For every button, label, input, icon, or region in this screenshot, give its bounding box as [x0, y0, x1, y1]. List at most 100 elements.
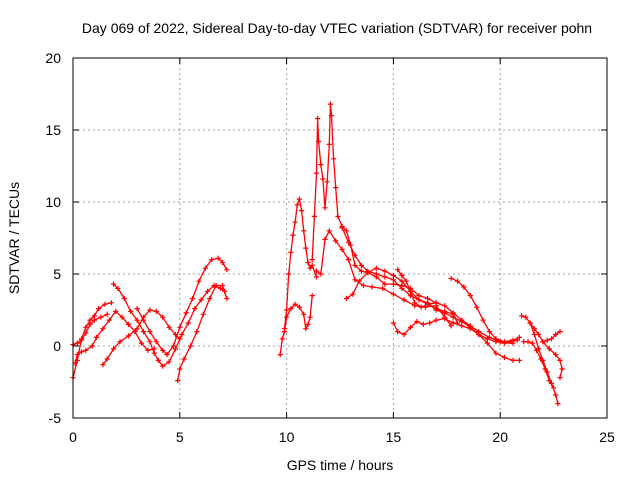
- series-s4: [100, 307, 183, 368]
- data-point: [459, 323, 465, 329]
- data-point: [113, 308, 119, 314]
- data-point: [540, 339, 546, 345]
- data-point: [395, 267, 401, 273]
- data-point: [343, 295, 349, 302]
- series-line: [136, 257, 228, 356]
- series-s6: [134, 255, 230, 358]
- y-tick-labels: -5 0 5 10 15 20: [45, 50, 61, 426]
- data-point: [311, 213, 317, 219]
- data-point: [459, 317, 465, 323]
- data-point: [369, 284, 375, 290]
- data-point: [531, 326, 537, 332]
- data-point: [390, 272, 396, 278]
- data-point: [296, 304, 302, 310]
- data-point: [318, 162, 324, 168]
- data-point: [153, 308, 159, 314]
- data-point: [292, 219, 298, 225]
- data-point: [510, 337, 516, 343]
- data-point: [433, 317, 439, 323]
- data-point: [433, 306, 439, 312]
- data-point: [527, 320, 533, 326]
- data-point: [474, 304, 480, 310]
- data-point: [476, 329, 482, 335]
- data-point: [179, 331, 185, 338]
- data-point: [294, 202, 300, 208]
- data-point: [442, 316, 448, 322]
- data-point: [134, 326, 140, 332]
- data-point: [544, 337, 550, 343]
- data-point: [305, 259, 311, 266]
- data-point: [399, 285, 405, 291]
- data-point: [401, 331, 407, 338]
- data-point: [147, 329, 153, 335]
- data-point: [309, 293, 315, 299]
- data-point: [395, 329, 401, 335]
- data-series: [70, 101, 565, 407]
- data-point: [202, 265, 208, 271]
- data-point: [279, 336, 285, 342]
- data-point: [553, 331, 559, 338]
- data-point: [316, 138, 322, 145]
- data-point: [200, 311, 206, 317]
- data-point: [484, 340, 490, 346]
- data-point: [96, 306, 102, 312]
- plot-frame: [72, 57, 608, 419]
- series-s15: [395, 267, 520, 345]
- series-s14: [390, 316, 522, 363]
- data-point: [98, 314, 104, 320]
- data-point: [399, 272, 405, 278]
- x-tick-labels: 0 5 10 15 20 25: [69, 429, 615, 445]
- data-point: [147, 339, 153, 345]
- data-point: [382, 281, 388, 287]
- series-s2: [70, 311, 110, 348]
- data-point: [345, 239, 352, 245]
- data-point: [224, 267, 230, 273]
- data-point: [333, 238, 339, 244]
- series-s5: [111, 281, 228, 369]
- series-s20: [540, 329, 563, 345]
- data-point: [313, 170, 320, 176]
- data-point: [74, 352, 80, 358]
- data-point: [91, 317, 97, 323]
- data-point: [219, 282, 226, 289]
- data-point: [89, 343, 95, 349]
- data-point: [305, 321, 311, 327]
- data-point: [335, 213, 341, 219]
- data-point: [83, 330, 89, 336]
- data-point: [407, 288, 414, 294]
- data-point: [557, 357, 563, 363]
- y-tick-label: -5: [49, 410, 62, 426]
- data-point: [281, 326, 288, 332]
- data-point: [74, 340, 80, 346]
- series-s11: [313, 228, 454, 329]
- y-axis-label: SDTVAR / TECUs: [6, 182, 22, 294]
- data-point: [390, 277, 396, 283]
- data-point: [516, 334, 522, 340]
- data-point: [301, 228, 307, 234]
- data-point: [390, 320, 396, 326]
- data-point: [102, 301, 108, 307]
- x-tick-label: 10: [279, 429, 295, 445]
- data-point: [100, 362, 106, 368]
- data-point: [352, 252, 358, 258]
- data-point: [501, 354, 508, 361]
- data-point: [207, 295, 213, 302]
- data-point: [401, 297, 407, 303]
- series-s18: [521, 339, 557, 391]
- data-point: [106, 317, 112, 323]
- data-point: [290, 232, 296, 238]
- data-point: [546, 346, 552, 352]
- axis-ticks: [72, 57, 608, 419]
- data-point: [288, 249, 294, 255]
- data-point: [328, 113, 335, 119]
- data-point: [553, 352, 559, 358]
- data-point: [493, 336, 499, 342]
- data-point: [160, 347, 166, 353]
- data-point: [177, 324, 183, 330]
- data-point: [192, 306, 198, 312]
- data-point: [315, 115, 321, 122]
- data-point: [433, 300, 439, 306]
- series-s16: [448, 275, 522, 345]
- data-point: [318, 271, 324, 277]
- data-point: [339, 225, 345, 231]
